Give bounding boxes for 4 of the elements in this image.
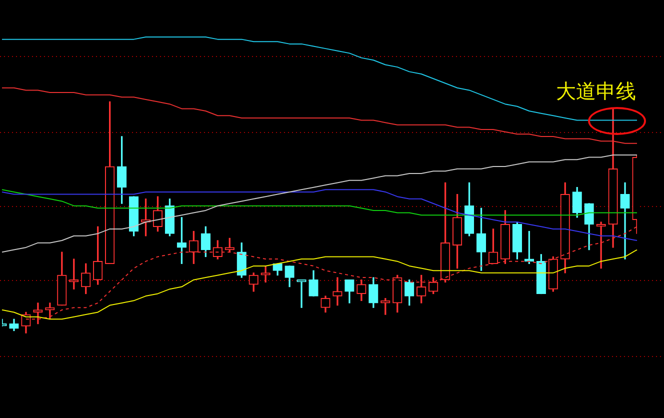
candlestick xyxy=(620,182,630,260)
candlestick xyxy=(33,302,43,324)
candlestick xyxy=(332,277,342,306)
annotation: 大道申线 xyxy=(556,79,636,103)
